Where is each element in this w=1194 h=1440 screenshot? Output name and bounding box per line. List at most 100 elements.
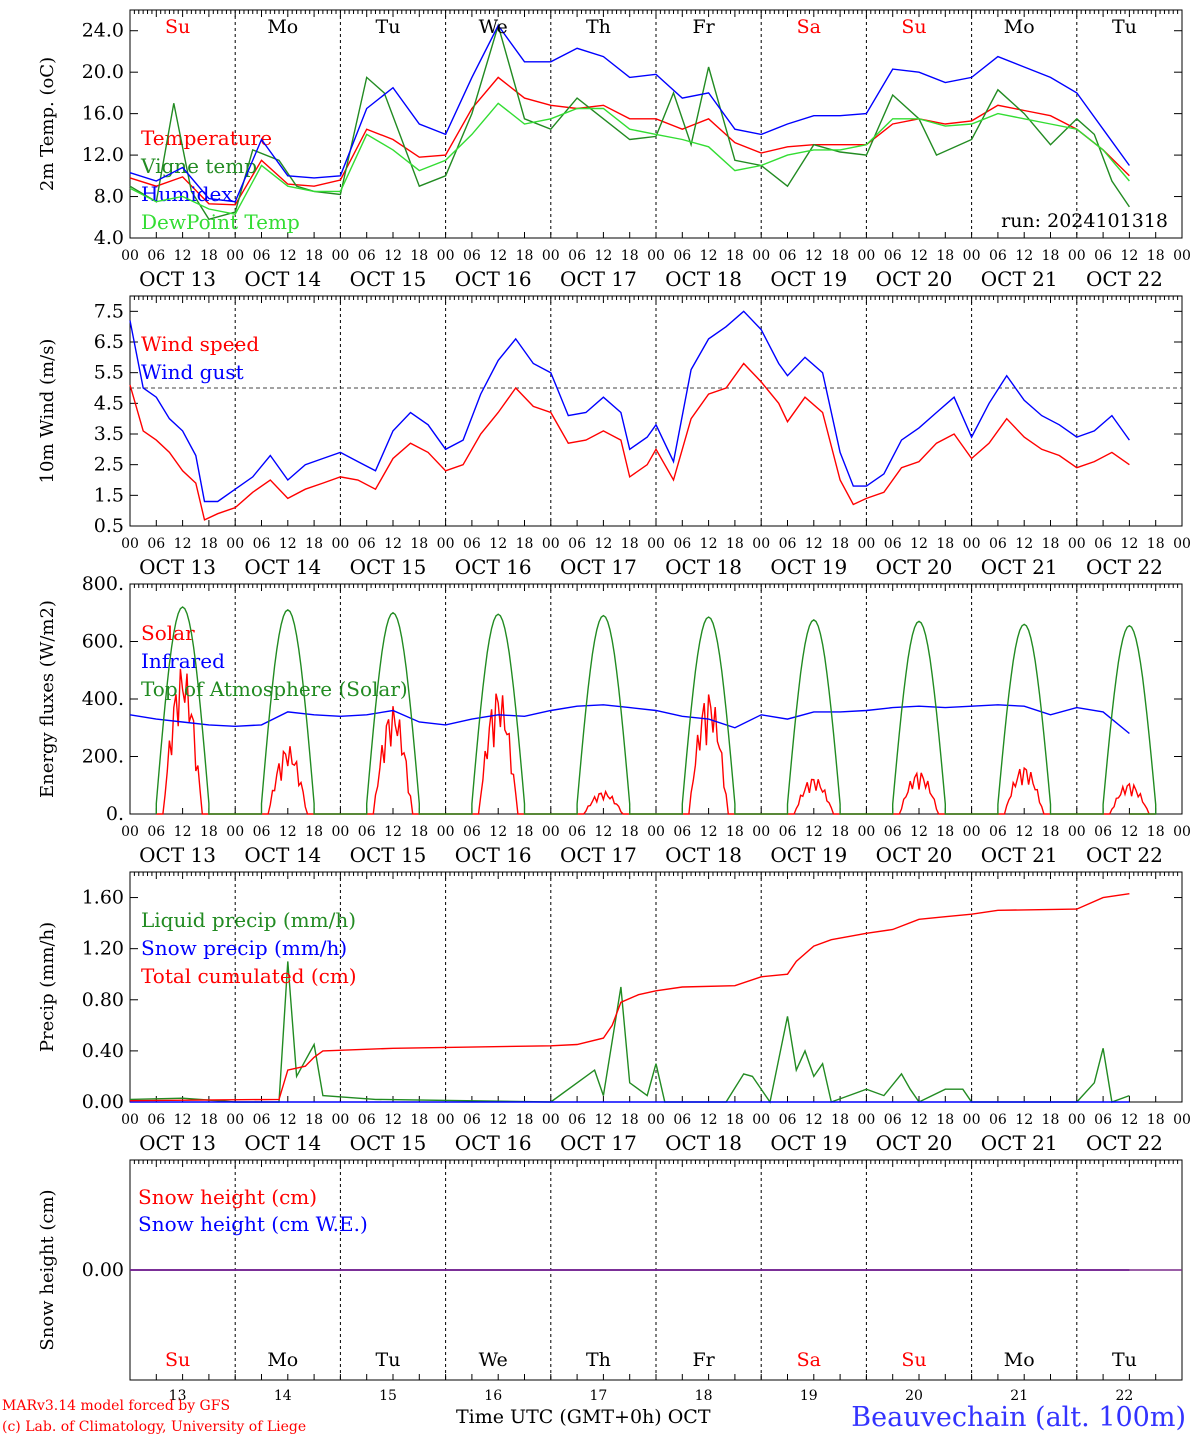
- flux-ytick-label: 0.: [106, 803, 124, 825]
- precip-hour-label: 00: [963, 1112, 981, 1128]
- precip-hour-label: 18: [410, 1112, 428, 1128]
- weekday-label: Sa: [797, 16, 821, 38]
- weekday-label: We: [479, 16, 508, 38]
- temp-hour-label: 12: [384, 248, 402, 264]
- precip-legend-1: Snow precip (mm/h): [141, 936, 347, 960]
- wind-date-label: OCT 19: [770, 555, 847, 579]
- wind-ytick-label: 0.5: [94, 515, 124, 537]
- temp-hour-label: 18: [200, 248, 218, 264]
- bottom-day-number: 22: [1115, 1388, 1133, 1404]
- wind-hour-label: 18: [1042, 536, 1060, 552]
- flux-hour-label: 12: [489, 824, 507, 840]
- wind-series-0: [129, 362, 1130, 521]
- flux-hour-label: 18: [200, 824, 218, 840]
- wind-hour-label: 12: [489, 536, 507, 552]
- wind-hour-label: 18: [936, 536, 954, 552]
- temp-hour-label: 06: [147, 248, 165, 264]
- precip-legend-2: Total cumulated (cm): [141, 964, 357, 988]
- flux-hour-label: 00: [857, 824, 875, 840]
- wind-hour-label: 18: [305, 536, 323, 552]
- wind-hour-label: 00: [647, 536, 665, 552]
- temp-hour-label-end: 00: [1173, 248, 1191, 264]
- wind-hour-label: 12: [1015, 536, 1033, 552]
- precip-legend-0: Liquid precip (mm/h): [141, 908, 356, 932]
- flux-hour-label: 12: [174, 824, 192, 840]
- wind-hour-label: 12: [594, 536, 612, 552]
- temp-series-2: [129, 24, 1130, 203]
- bottom-weekday-label: Mo: [1004, 1349, 1035, 1371]
- precip-ytick-label: 0.40: [82, 1040, 124, 1062]
- flux-date-label: OCT 22: [1086, 843, 1163, 867]
- temp-hour-label: 00: [963, 248, 981, 264]
- precip-hour-label: 06: [884, 1112, 902, 1128]
- precip-date-label: OCT 18: [665, 1131, 742, 1155]
- flux-hour-label: 12: [910, 824, 928, 840]
- precip-hour-label: 18: [936, 1112, 954, 1128]
- temp-hour-label: 18: [305, 248, 323, 264]
- flux-hour-label: 00: [1068, 824, 1086, 840]
- temp-ytick-label: 16.0: [82, 103, 124, 125]
- station-name: Beauvechain (alt. 100m): [851, 1402, 1186, 1433]
- precip-hour-label: 00: [542, 1112, 560, 1128]
- temp-hour-label: 12: [910, 248, 928, 264]
- precip-hour-label: 06: [253, 1112, 271, 1128]
- temp-ytick-label: 12.0: [82, 144, 124, 166]
- weekday-label: Fr: [692, 16, 715, 38]
- wind-hour-label: 00: [437, 536, 455, 552]
- temp-hour-label: 12: [279, 248, 297, 264]
- wind-hour-label: 00: [331, 536, 349, 552]
- precip-ytick-label: 0.00: [82, 1091, 124, 1113]
- wind-hour-label: 12: [805, 536, 823, 552]
- weekday-label: Th: [586, 16, 611, 38]
- bottom-weekday-label: Th: [586, 1349, 611, 1371]
- wind-hour-label-end: 00: [1173, 536, 1191, 552]
- temp-ylabel: 2m Temp. (oC): [37, 57, 58, 191]
- temp-date-label: OCT 20: [876, 267, 953, 291]
- flux-ylabel: Energy fluxes (W/m2): [37, 600, 58, 798]
- wind-hour-label: 06: [673, 536, 691, 552]
- wind-hour-label: 00: [226, 536, 244, 552]
- weekday-label: Mo: [1004, 16, 1035, 38]
- temp-hour-label: 00: [226, 248, 244, 264]
- temp-series-1: [129, 22, 1130, 221]
- flux-ytick-label: 600.: [82, 631, 124, 653]
- wind-date-label: OCT 15: [350, 555, 427, 579]
- temp-hour-label: 06: [1094, 248, 1112, 264]
- wind-date-label: OCT 17: [560, 555, 637, 579]
- precip-hour-label: 06: [463, 1112, 481, 1128]
- temp-hour-label: 06: [989, 248, 1007, 264]
- bottom-day-number: 13: [169, 1388, 187, 1404]
- wind-hour-label: 06: [147, 536, 165, 552]
- temp-date-label: OCT 14: [244, 267, 321, 291]
- flux-series-2: [155, 606, 1157, 815]
- precip-ytick-label: 1.20: [82, 938, 124, 960]
- flux-hour-label: 00: [331, 824, 349, 840]
- flux-date-label: OCT 20: [876, 843, 953, 867]
- weekday-label: Mo: [267, 16, 298, 38]
- flux-hour-label: 06: [673, 824, 691, 840]
- temp-date-label: OCT 21: [981, 267, 1058, 291]
- flux-hour-label: 06: [779, 824, 797, 840]
- wind-hour-label: 12: [384, 536, 402, 552]
- precip-date-label: OCT 21: [981, 1131, 1058, 1155]
- flux-hour-label: 06: [463, 824, 481, 840]
- flux-hour-label: 18: [936, 824, 954, 840]
- temp-hour-label: 00: [542, 248, 560, 264]
- bottom-day-number: 15: [379, 1388, 397, 1404]
- wind-date-label: OCT 16: [455, 555, 532, 579]
- precip-hour-label: 12: [805, 1112, 823, 1128]
- temp-date-label: OCT 22: [1086, 267, 1163, 291]
- precip-series-2: [129, 893, 1130, 1102]
- precip-ytick-label: 0.80: [82, 989, 124, 1011]
- wind-hour-label: 18: [410, 536, 428, 552]
- wind-ylabel: 10m Wind (m/s): [37, 339, 58, 484]
- flux-hour-label: 00: [963, 824, 981, 840]
- wind-ytick-label: 7.5: [94, 300, 124, 322]
- flux-hour-label: 00: [647, 824, 665, 840]
- bottom-weekday-label: Mo: [267, 1349, 298, 1371]
- wind-hour-label: 06: [463, 536, 481, 552]
- flux-date-label: OCT 16: [455, 843, 532, 867]
- snow-legend-0: Snow height (cm): [138, 1185, 317, 1209]
- precip-ylabel: Precip (mm/h): [37, 922, 58, 1052]
